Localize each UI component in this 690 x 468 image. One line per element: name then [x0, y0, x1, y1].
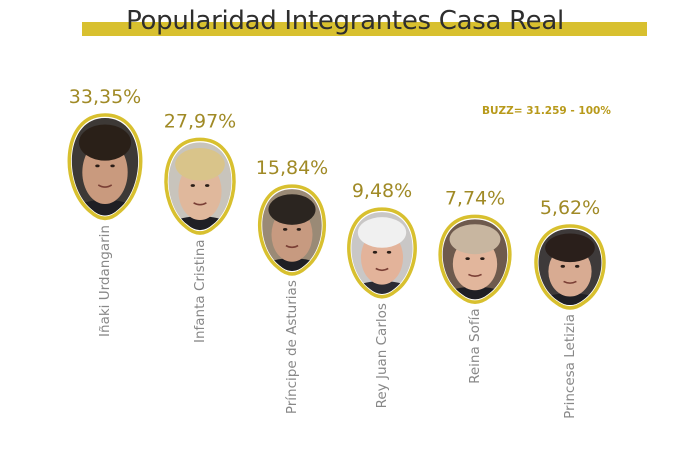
category-label: Rey Juan Carlos	[374, 303, 390, 408]
portrait-frame	[347, 207, 417, 299]
category-label: Princesa Letizia	[562, 314, 578, 419]
data-point-4: 7,74% Reina Sofía	[438, 187, 512, 384]
data-label: 5,62%	[540, 197, 600, 219]
data-label: 27,97%	[164, 110, 236, 132]
data-label: 33,35%	[69, 86, 141, 108]
data-point-3: 9,48% Rey Juan Carlos	[347, 180, 417, 408]
category-label: Príncipe de Asturias	[284, 280, 300, 414]
category-label: Reina Sofía	[467, 308, 483, 384]
buzz-note: BUZZ= 31.259 - 100%	[482, 105, 611, 117]
title-underline-bar	[82, 22, 647, 36]
data-point-5: 5,62% Princesa Letizia	[534, 197, 606, 419]
data-point-1: 27,97% Infanta Cristina	[164, 110, 236, 343]
category-label: Iñaki Urdangarin	[97, 225, 113, 337]
data-point-0: 33,35% Iñaki Urdangarin	[67, 86, 143, 337]
portrait-frame	[164, 137, 236, 235]
data-label: 15,84%	[256, 157, 328, 179]
data-label: 7,74%	[445, 187, 505, 209]
portrait-frame	[534, 224, 606, 310]
data-label: 9,48%	[352, 180, 412, 202]
portrait-frame	[258, 184, 326, 276]
category-label: Infanta Cristina	[192, 239, 208, 343]
chart-title: Popularidad Integrantes Casa Real	[126, 6, 564, 36]
portrait-frame	[67, 113, 143, 221]
data-point-2: 15,84% Príncipe de Asturias	[256, 157, 328, 414]
portrait-frame	[438, 214, 512, 304]
